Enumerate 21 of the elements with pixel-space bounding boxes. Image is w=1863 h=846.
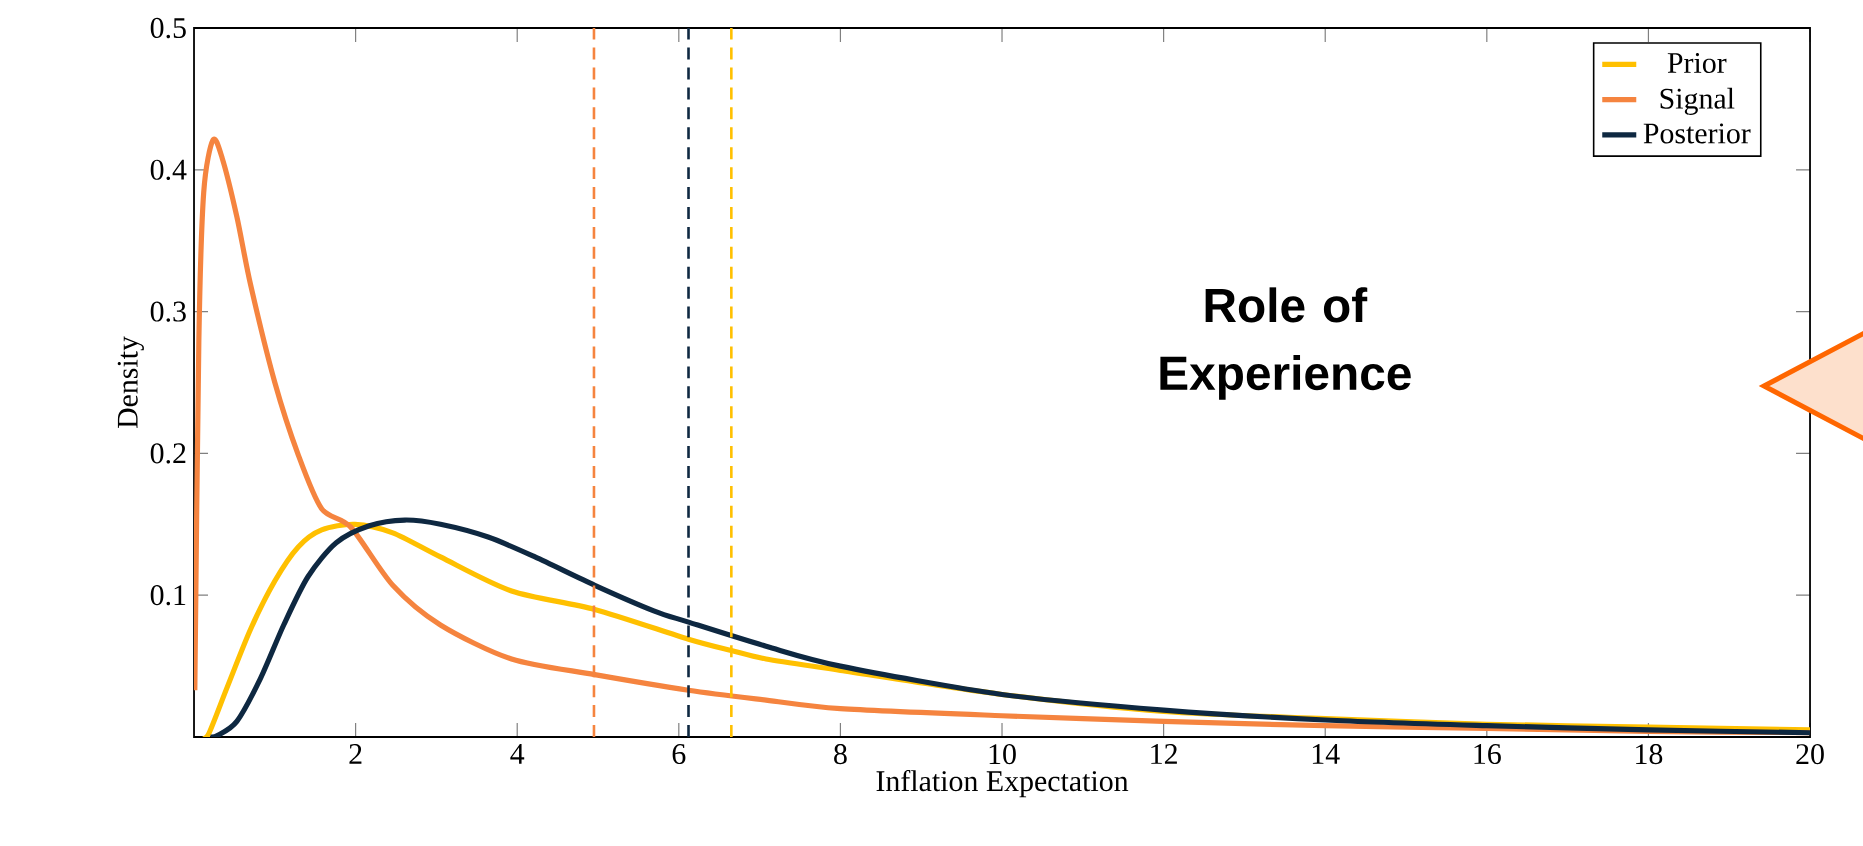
legend-label: Signal [1660, 87, 1735, 115]
x-tick-label: 8 [834, 744, 847, 765]
annotation: Role of Experience [1160, 287, 1411, 400]
legend-label: Posterior [1643, 123, 1751, 144]
x-tick-label: 10 [989, 744, 1016, 765]
y-tick-label: 0.1 [150, 585, 186, 606]
x-axis-title: Inflation Expectation [876, 769, 1129, 798]
y-tick-label: 0.3 [150, 301, 186, 322]
x-tick-label: 6 [672, 744, 686, 765]
x-tick-label: 2 [349, 744, 362, 764]
y-tick-label: 0.2 [150, 443, 186, 464]
x-tick-label: 4 [510, 744, 525, 764]
x-tick-label: 16 [1474, 744, 1501, 765]
y-tick-label: 0.4 [150, 159, 187, 180]
x-tick-label: 12 [1151, 744, 1177, 764]
x-tick-label: 20 [1796, 744, 1824, 765]
legend-label: Prior [1667, 52, 1727, 74]
x-tick-label: 18 [1636, 744, 1663, 765]
y-axis-title: Density [117, 336, 144, 429]
y-tick-label: 0.5 [150, 17, 186, 39]
x-tick-label: 14 [1312, 744, 1340, 764]
